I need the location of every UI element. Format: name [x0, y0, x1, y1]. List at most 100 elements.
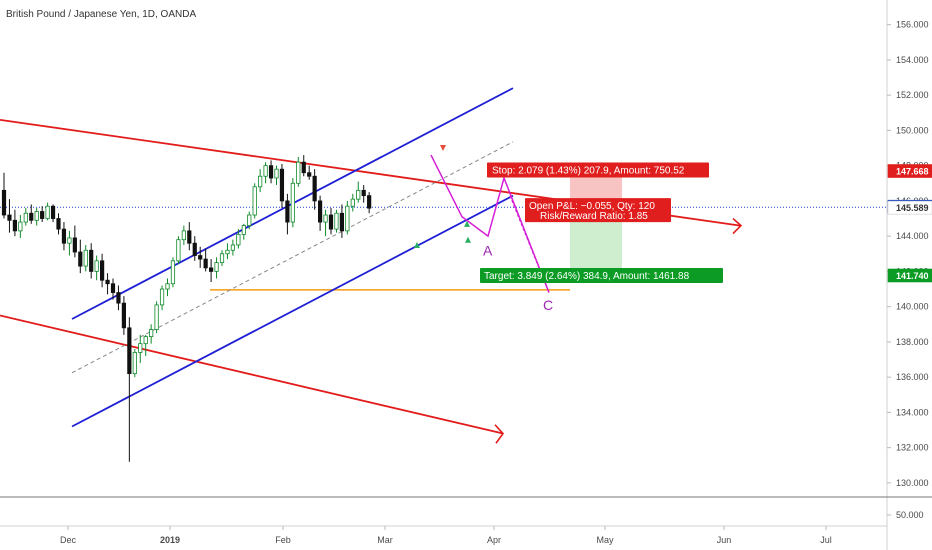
candle-body [334, 212, 339, 230]
y-tick-label: 144.000 [896, 231, 929, 241]
candle-body [307, 172, 312, 177]
y-tick-label: 152.000 [896, 90, 929, 100]
candle-body [356, 189, 361, 200]
price-tag-label: 147.668 [896, 167, 929, 177]
candle-body [230, 244, 235, 251]
stop-label-box [487, 162, 709, 178]
candle-body [296, 161, 301, 184]
candle-body [301, 161, 306, 174]
drawing-lines[interactable] [0, 87, 887, 444]
candle-body [105, 279, 110, 285]
candle-body [170, 260, 176, 285]
candles [1, 155, 372, 462]
wave-path[interactable] [430, 154, 550, 293]
candle-body [367, 195, 372, 209]
candle-body [45, 205, 50, 219]
candle-body [203, 258, 208, 269]
x-tick-label: Mar [377, 535, 393, 545]
candle-body [241, 225, 246, 235]
candle-body [23, 212, 28, 223]
channel-mid-line [71, 141, 514, 374]
candle-body [285, 200, 290, 223]
candle-body [181, 230, 186, 241]
pnl-box [525, 198, 671, 223]
candle-body [208, 267, 214, 272]
candle-body [258, 175, 263, 188]
x-tick-label: Apr [487, 535, 501, 545]
position-zones [570, 171, 622, 276]
candle-body [67, 237, 72, 244]
candle-body [263, 165, 268, 177]
candle-body [317, 200, 323, 223]
candle-body [50, 205, 56, 219]
lower-trend-arrow [494, 424, 505, 444]
candle-body [56, 218, 61, 230]
stop-label: Stop: 2.079 (1.43%) 207.9, Amount: 750.5… [492, 166, 685, 177]
candle-body [187, 230, 192, 244]
candle-body [345, 205, 350, 232]
candle-body [154, 304, 159, 330]
candle-body [78, 251, 83, 267]
wave-label-c: C [543, 297, 553, 313]
risk-reward-label: Risk/Reward Ratio: 1.85 [540, 211, 648, 222]
candle-body [138, 343, 143, 353]
candle-body [274, 168, 279, 179]
candle-body [268, 165, 274, 179]
x-tick-label: 2019 [160, 535, 180, 545]
price-tag-box[interactable] [887, 164, 932, 178]
y-tick-label: 156.000 [896, 20, 929, 30]
x-tick-label: Jul [820, 535, 832, 545]
candle-body [29, 212, 34, 221]
candle-body [83, 249, 88, 267]
candle-body [165, 283, 170, 290]
candle-body [236, 234, 241, 246]
channel-lower-line[interactable] [71, 194, 514, 428]
price-tag-box[interactable] [887, 200, 932, 215]
candle-body [89, 249, 94, 272]
y-tick-label: 132.000 [896, 443, 929, 453]
x-tick-label: Jun [717, 535, 732, 545]
candle-body [159, 288, 165, 306]
candle-body [110, 283, 116, 293]
y-tick-label: 138.000 [896, 337, 929, 347]
y-tick-label: 140.000 [896, 302, 929, 312]
time-axis[interactable]: Dec 2019 Feb Mar Apr May Jun Jul [60, 526, 832, 545]
candle-body [18, 221, 23, 232]
y-tick-label: 134.000 [896, 407, 929, 417]
candle-body [279, 168, 285, 202]
candle-body [252, 186, 257, 216]
candle-body [328, 214, 334, 230]
volume-tick-label: 50.000 [896, 510, 924, 520]
candle-body [116, 292, 121, 304]
up-marker-icon [414, 241, 420, 248]
x-tick-label: May [596, 535, 614, 545]
candle-body [1, 189, 7, 216]
y-tick-label: 154.000 [896, 55, 929, 65]
chart-title: British Pound / Japanese Yen, 1D, OANDA [6, 9, 196, 20]
price-tag-label: 145.589 [896, 203, 929, 213]
price-axis[interactable]: 156.000154.000152.000150.000148.000146.0… [887, 20, 932, 520]
candle-body [12, 219, 17, 232]
candle-body [323, 214, 328, 223]
target-label: Target: 3.849 (2.64%) 384.9, Amount: 146… [484, 271, 690, 282]
up-marker-icon [464, 220, 470, 227]
candle-body [198, 255, 203, 260]
x-tick-label: Dec [60, 535, 77, 545]
candle-body [247, 214, 252, 226]
candle-body [339, 212, 345, 232]
candle-body [72, 237, 77, 253]
candle-body [121, 302, 126, 329]
price-tag-box[interactable] [887, 268, 932, 283]
candle-body [149, 329, 154, 338]
y-tick-label: 130.000 [896, 478, 929, 488]
pnl-label: Open P&L: −0.055, Qty: 120 [529, 201, 655, 212]
candle-body [143, 336, 148, 345]
lower-trend-line[interactable] [0, 314, 504, 435]
overlays[interactable]: A C Stop: 2.079 (1.43%) 207.9, Amount: 750… [414, 145, 723, 313]
candle-body [290, 182, 295, 223]
up-marker-icon [465, 236, 471, 243]
candle-body [219, 253, 225, 263]
y-tick-label: 150.000 [896, 125, 929, 135]
candle-body [225, 249, 230, 255]
